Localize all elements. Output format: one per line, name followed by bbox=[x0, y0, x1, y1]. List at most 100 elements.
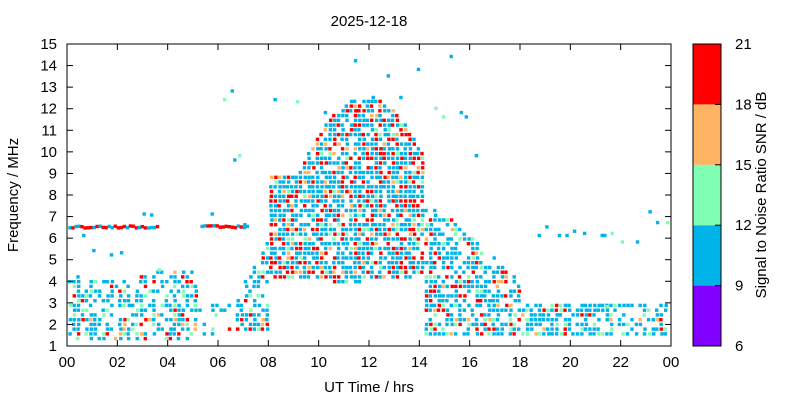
data-point bbox=[374, 261, 378, 265]
data-point bbox=[597, 332, 601, 336]
data-point bbox=[416, 67, 421, 72]
data-point bbox=[404, 128, 408, 132]
data-point bbox=[600, 303, 605, 308]
data-point bbox=[370, 223, 375, 227]
data-point bbox=[416, 223, 421, 227]
data-point bbox=[500, 265, 505, 270]
data-point bbox=[379, 256, 383, 260]
data-point bbox=[617, 318, 622, 322]
x-tick-label: 22 bbox=[612, 354, 629, 371]
data-point bbox=[420, 208, 425, 213]
data-point bbox=[411, 194, 416, 198]
data-point bbox=[592, 313, 596, 317]
data-point bbox=[361, 194, 366, 198]
data-point bbox=[395, 156, 400, 160]
data-point bbox=[298, 185, 303, 189]
data-point bbox=[281, 242, 286, 246]
data-point bbox=[366, 180, 370, 184]
data-point bbox=[349, 132, 353, 137]
y-tick-label: 9 bbox=[49, 165, 57, 182]
data-point bbox=[357, 227, 362, 232]
data-point bbox=[274, 256, 278, 260]
data-point bbox=[450, 275, 454, 279]
data-point bbox=[137, 225, 142, 230]
data-point bbox=[370, 261, 375, 265]
data-point bbox=[605, 308, 610, 312]
data-point bbox=[462, 332, 466, 336]
data-point bbox=[320, 227, 324, 232]
data-point bbox=[81, 318, 85, 322]
data-point bbox=[328, 170, 332, 175]
data-point bbox=[319, 142, 324, 146]
data-point bbox=[295, 232, 299, 236]
data-point bbox=[340, 237, 344, 241]
data-point bbox=[211, 308, 215, 312]
data-point bbox=[107, 224, 111, 229]
data-point bbox=[500, 280, 504, 284]
data-point bbox=[395, 275, 400, 279]
data-point bbox=[294, 194, 298, 198]
data-point bbox=[407, 218, 411, 222]
data-point bbox=[357, 213, 362, 217]
data-point bbox=[432, 289, 437, 293]
data-point bbox=[227, 327, 232, 331]
data-point bbox=[307, 151, 311, 156]
data-point bbox=[282, 223, 286, 227]
data-point bbox=[281, 237, 286, 241]
data-point bbox=[361, 170, 366, 175]
data-point bbox=[152, 225, 157, 230]
data-point bbox=[315, 261, 319, 265]
data-point bbox=[89, 332, 93, 336]
data-point bbox=[496, 280, 501, 284]
data-point bbox=[148, 289, 152, 293]
data-point bbox=[445, 284, 449, 289]
data-point bbox=[403, 223, 407, 227]
data-point bbox=[421, 213, 425, 217]
data-point bbox=[391, 251, 395, 255]
data-point bbox=[433, 294, 438, 298]
data-point bbox=[265, 256, 270, 260]
data-point bbox=[475, 275, 479, 279]
data-point bbox=[446, 294, 450, 298]
data-point bbox=[269, 265, 273, 270]
data-point bbox=[327, 242, 332, 246]
data-point bbox=[168, 332, 172, 336]
data-point bbox=[181, 275, 185, 279]
data-point bbox=[173, 280, 177, 284]
data-point bbox=[554, 303, 559, 308]
data-point bbox=[424, 227, 428, 232]
data-point bbox=[391, 137, 395, 141]
data-point bbox=[294, 227, 298, 232]
data-point bbox=[378, 175, 382, 179]
data-point bbox=[362, 123, 366, 127]
data-point bbox=[408, 237, 412, 241]
data-point bbox=[395, 118, 400, 122]
data-point bbox=[357, 237, 361, 241]
data-point bbox=[354, 237, 358, 241]
data-point bbox=[516, 294, 521, 298]
data-point bbox=[341, 223, 345, 227]
data-point bbox=[307, 270, 311, 274]
data-point bbox=[438, 218, 442, 222]
data-point bbox=[336, 161, 340, 165]
data-point bbox=[71, 226, 75, 230]
data-point bbox=[475, 299, 480, 303]
data-point bbox=[396, 213, 400, 217]
data-point bbox=[415, 151, 420, 156]
data-point bbox=[349, 123, 354, 127]
data-point bbox=[491, 294, 496, 298]
data-point bbox=[345, 142, 349, 146]
data-point bbox=[408, 199, 413, 203]
data-point bbox=[243, 223, 247, 227]
data-point bbox=[269, 199, 273, 203]
data-point bbox=[311, 194, 315, 198]
data-point bbox=[378, 166, 382, 170]
data-point bbox=[454, 294, 458, 298]
data-point bbox=[370, 147, 375, 151]
data-point bbox=[149, 225, 154, 230]
data-point bbox=[294, 270, 298, 274]
data-point bbox=[630, 318, 634, 322]
data-point bbox=[333, 132, 337, 137]
data-point bbox=[316, 237, 320, 241]
data-point bbox=[378, 151, 383, 156]
